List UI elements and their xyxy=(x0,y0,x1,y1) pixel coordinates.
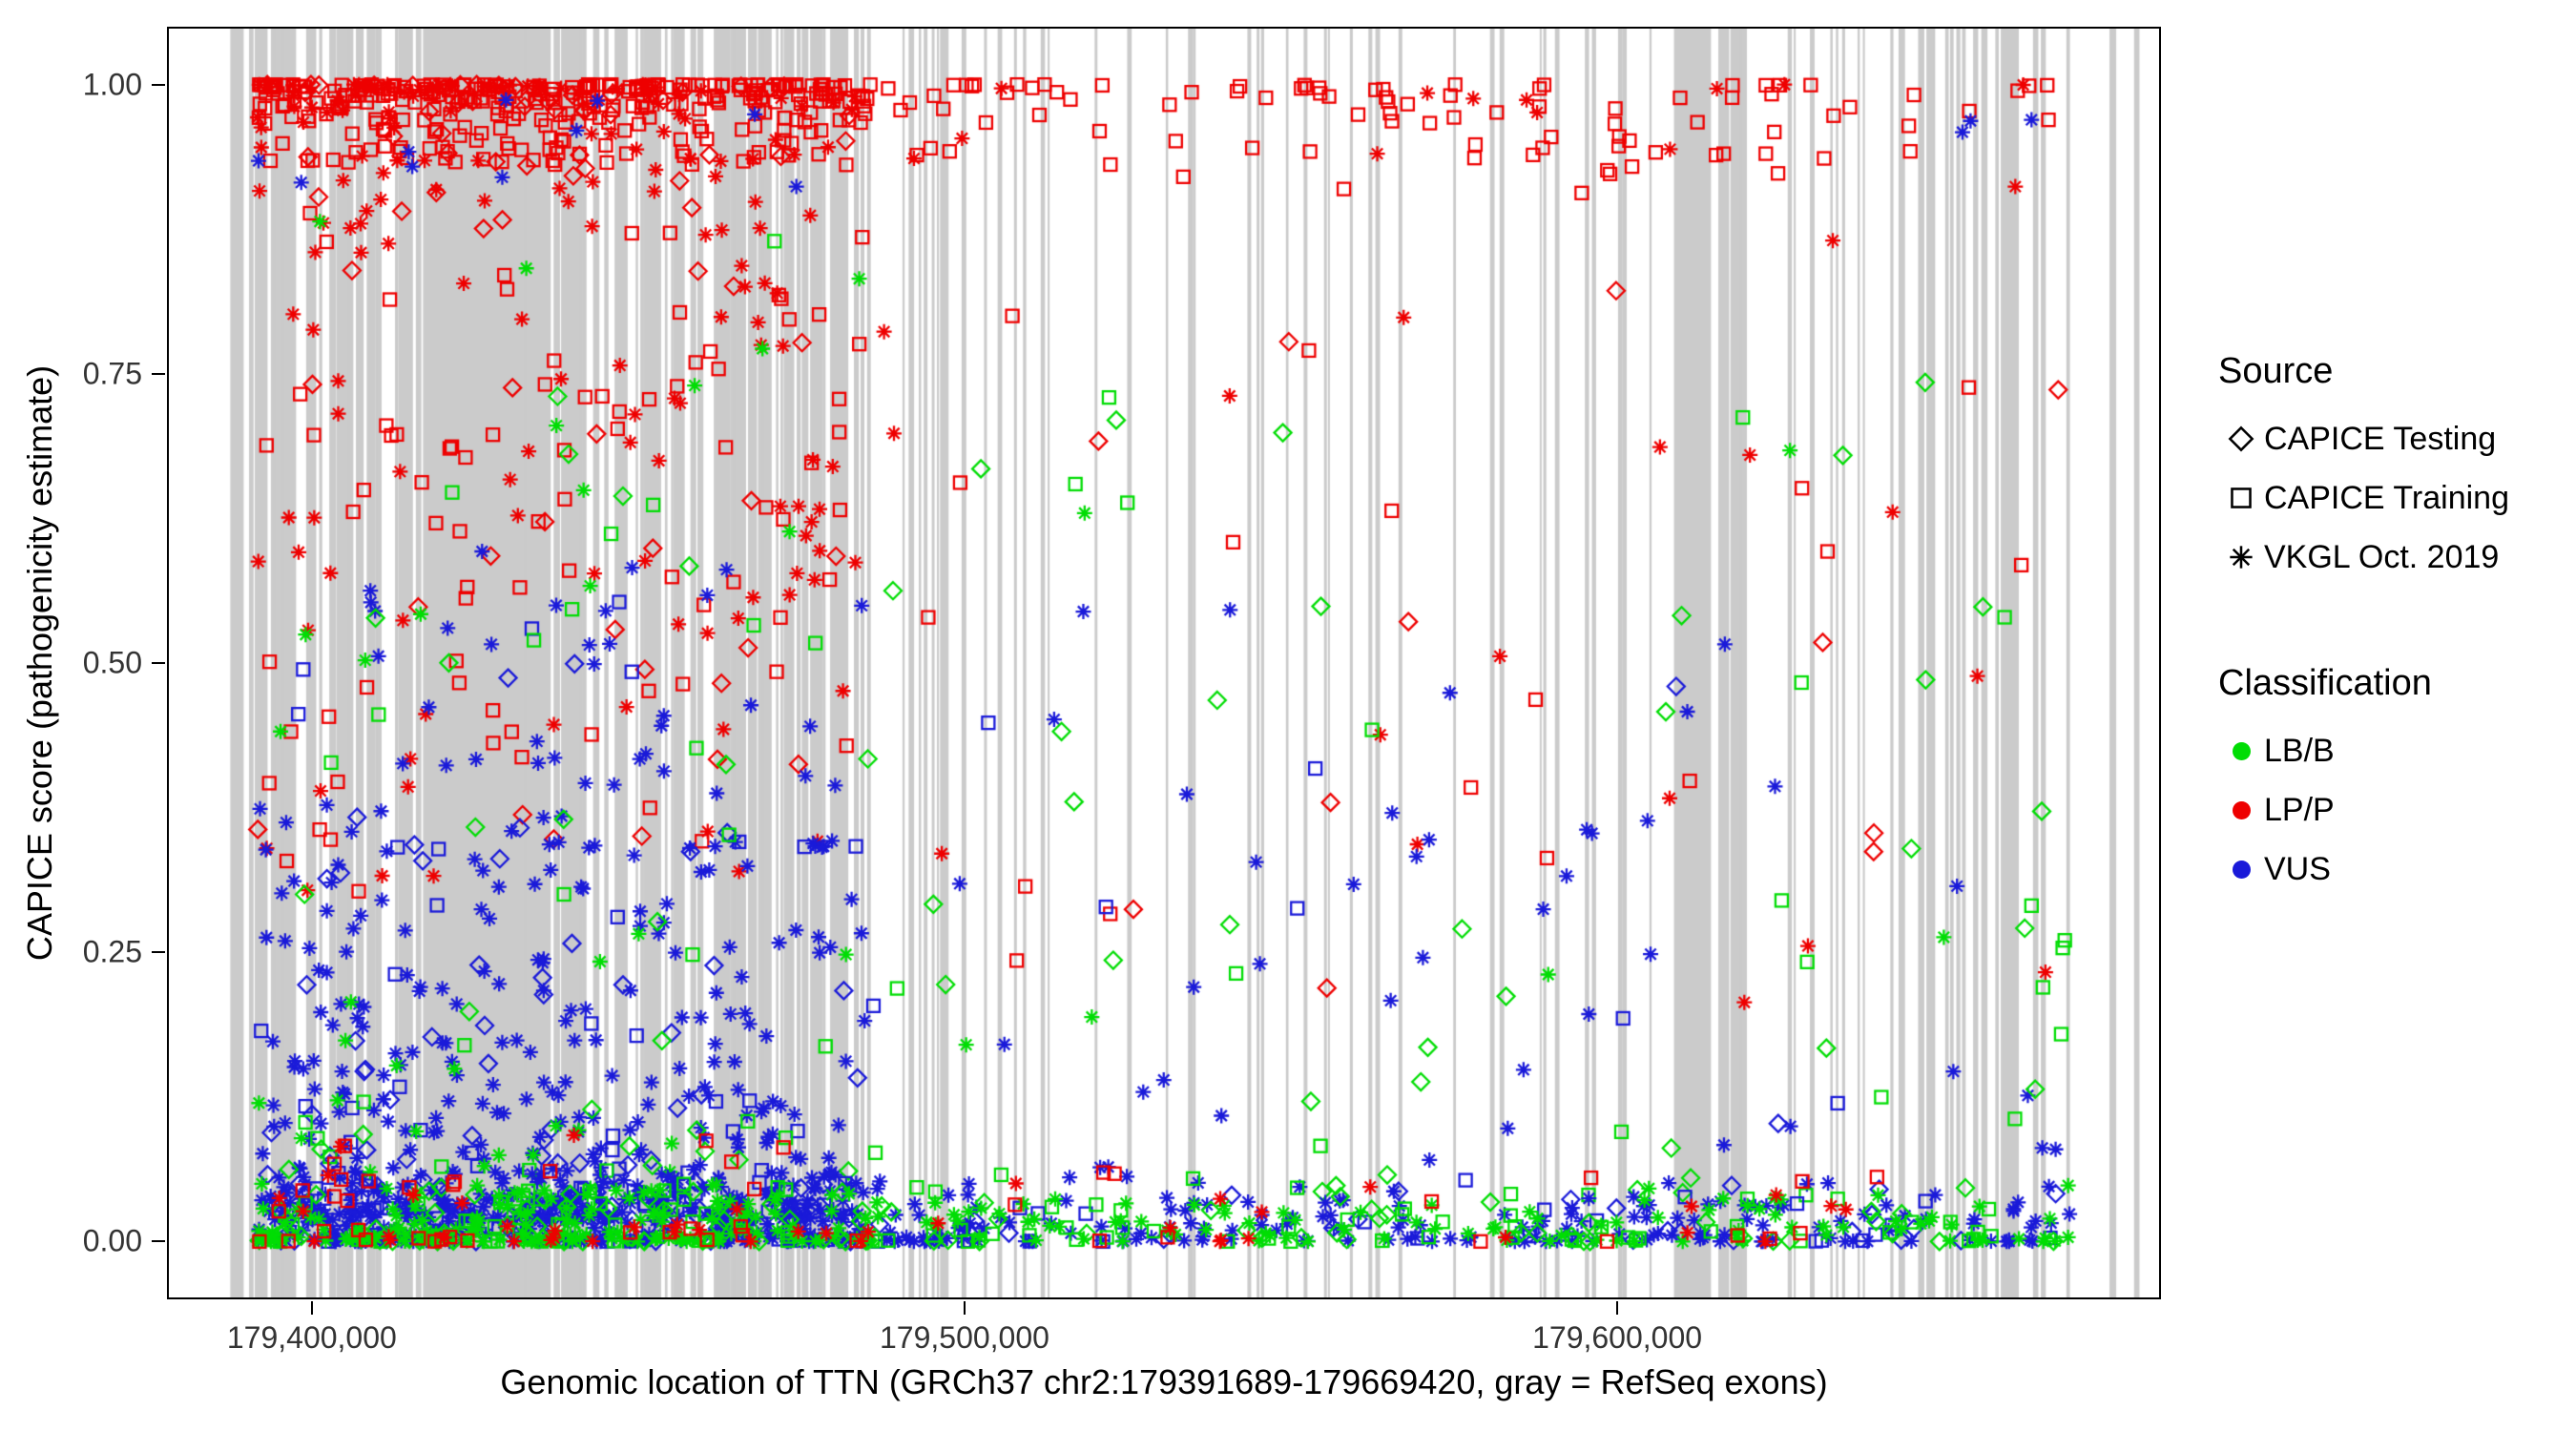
legend-gap xyxy=(2218,587,2571,663)
y-tick-mark xyxy=(152,1240,165,1243)
x-tick-label: 179,400,000 xyxy=(226,1320,397,1355)
legend-item-capice-testing: CAPICE Testing xyxy=(2218,409,2571,468)
legend-item-label: VKGL Oct. 2019 xyxy=(2264,538,2500,575)
legend: Source CAPICE Testing CAPICE Training xyxy=(2218,351,2571,899)
y-tick-label: 0.25 xyxy=(82,934,142,969)
x-axis-title: Genomic location of TTN (GRCh37 chr2:179… xyxy=(500,1362,1828,1401)
y-tick-mark xyxy=(152,951,165,954)
x-tick-mark xyxy=(1616,1301,1619,1315)
y-tick-label: 0.50 xyxy=(82,645,142,680)
legend-item-lpp: LP/P xyxy=(2218,780,2571,840)
y-tick-label: 0.75 xyxy=(82,356,142,391)
legend-item-label: LP/P xyxy=(2264,791,2335,828)
asterisk-icon xyxy=(2218,540,2264,574)
legend-classification-title: Classification xyxy=(2218,663,2432,703)
x-tick-label: 179,500,000 xyxy=(879,1320,1049,1355)
y-tick-label: 0.00 xyxy=(82,1223,142,1258)
legend-item-capice-training: CAPICE Training xyxy=(2218,468,2571,528)
red-dot-icon xyxy=(2218,800,2264,819)
y-tick-mark xyxy=(152,372,165,375)
y-tick-mark xyxy=(152,662,165,664)
legend-item-vus: VUS xyxy=(2218,840,2571,899)
blue-dot-icon xyxy=(2218,860,2264,879)
green-dot-icon xyxy=(2218,741,2264,760)
plot-panel xyxy=(167,27,2161,1299)
y-tick-mark xyxy=(152,83,165,86)
y-tick-label: 1.00 xyxy=(82,67,142,102)
legend-source-title: Source xyxy=(2218,351,2334,391)
x-tick-mark xyxy=(310,1301,313,1315)
legend-item-label: CAPICE Training xyxy=(2264,479,2509,516)
square-icon xyxy=(2218,481,2264,515)
scatter-canvas xyxy=(167,27,2161,1299)
diamond-icon xyxy=(2218,422,2264,456)
legend-item-label: CAPICE Testing xyxy=(2264,420,2497,457)
legend-item-lbb: LB/B xyxy=(2218,721,2571,780)
legend-item-vkgl: VKGL Oct. 2019 xyxy=(2218,528,2571,587)
legend-item-label: LB/B xyxy=(2264,732,2335,769)
x-tick-mark xyxy=(963,1301,966,1315)
legend-item-label: VUS xyxy=(2264,850,2331,887)
x-tick-label: 179,600,000 xyxy=(1532,1320,1703,1355)
